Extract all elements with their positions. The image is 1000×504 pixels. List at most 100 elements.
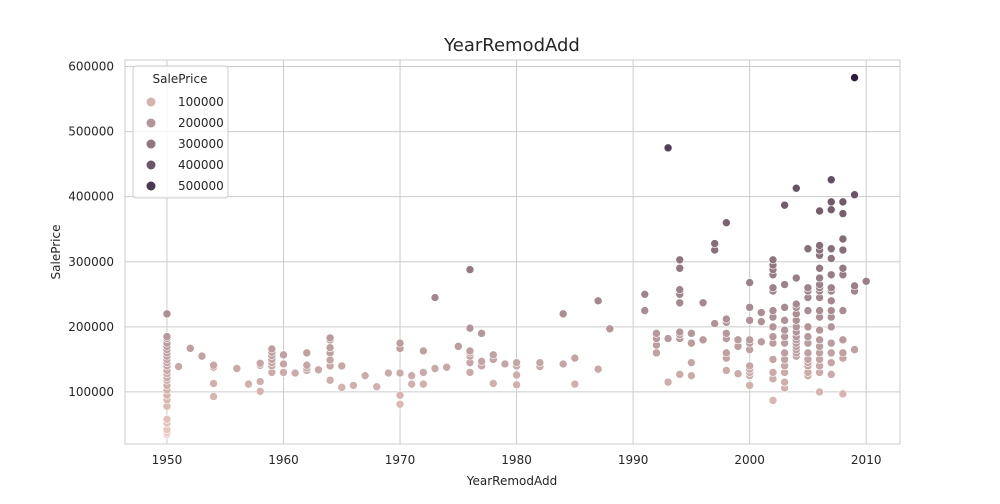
data-point (675, 263, 685, 273)
legend-label: 400000 (178, 158, 224, 172)
data-point (826, 296, 836, 306)
data-point (162, 309, 172, 319)
data-point (302, 360, 312, 370)
data-point (780, 280, 789, 289)
y-tick-label: 200000 (68, 320, 114, 334)
data-point (465, 368, 475, 377)
data-point (861, 276, 871, 286)
data-point (768, 396, 778, 405)
data-point (780, 348, 789, 358)
data-point (791, 273, 801, 283)
data-point (675, 370, 685, 379)
data-point (302, 348, 312, 358)
x-tick-label: 2000 (734, 453, 765, 467)
data-point (757, 317, 766, 326)
data-point (768, 306, 778, 315)
legend-label: 500000 (178, 179, 224, 193)
data-point (850, 190, 859, 200)
data-point (325, 333, 335, 343)
data-point (279, 359, 288, 369)
y-tick-label: 600000 (68, 60, 114, 74)
data-point (745, 361, 754, 371)
data-point (745, 303, 754, 312)
data-point (733, 369, 743, 379)
data-point (384, 368, 393, 378)
data-point (419, 368, 428, 377)
data-point (174, 362, 183, 371)
data-point (687, 338, 696, 348)
x-tick-label: 2010 (851, 453, 882, 467)
data-point (780, 303, 789, 312)
data-point (733, 335, 743, 345)
x-tick-label: 1960 (268, 453, 299, 467)
x-tick-label: 1990 (618, 453, 649, 467)
data-point (279, 368, 288, 377)
data-point (535, 358, 545, 367)
data-point (838, 263, 848, 273)
data-point (430, 364, 440, 373)
x-axis-label: YearRemodAdd (466, 474, 557, 488)
y-tick-label: 500000 (68, 125, 114, 139)
data-point (803, 306, 813, 315)
legend-label: 100000 (178, 95, 224, 109)
data-point (290, 368, 300, 378)
data-point (395, 338, 405, 348)
x-tick-labels: 1950 1960 1970 1980 1990 2000 2010 (152, 453, 882, 467)
data-point (593, 364, 603, 374)
data-point (745, 316, 754, 325)
data-point (745, 335, 754, 345)
data-point (850, 281, 859, 291)
data-point (768, 322, 778, 332)
data-point (442, 362, 451, 372)
data-point (768, 332, 778, 341)
data-point (349, 381, 358, 390)
legend-marker (146, 160, 156, 170)
data-point (465, 323, 475, 333)
data-point (815, 335, 824, 345)
data-point (675, 298, 685, 308)
legend-marker (146, 181, 156, 191)
legend-marker (146, 118, 156, 128)
data-point (185, 344, 195, 353)
data-point (826, 244, 836, 254)
data-point (826, 205, 836, 214)
x-tick-label: 1950 (152, 453, 183, 467)
data-point (791, 299, 801, 309)
data-point (722, 366, 731, 375)
data-point (803, 322, 813, 332)
x-tick-label: 1970 (385, 453, 416, 467)
data-point (850, 73, 859, 82)
y-tick-label: 100000 (68, 385, 114, 399)
data-point (768, 368, 778, 377)
data-point (325, 355, 335, 365)
chart-title: YearRemodAdd (443, 35, 580, 56)
data-point (430, 293, 440, 302)
x-tick-label: 1980 (501, 453, 532, 467)
data-point (675, 327, 685, 337)
data-point (838, 197, 848, 207)
data-point (722, 348, 731, 358)
legend-marker (146, 97, 156, 107)
data-point (815, 325, 824, 335)
data-point (395, 390, 405, 400)
data-point (826, 322, 836, 332)
data-point (698, 298, 708, 308)
data-point (687, 329, 696, 338)
data-point (570, 353, 580, 363)
legend-label: 200000 (178, 116, 224, 130)
data-point (477, 329, 486, 338)
data-point (815, 273, 824, 283)
data-point (605, 324, 615, 334)
data-point (826, 283, 836, 293)
y-axis-label: SalePrice (49, 225, 63, 280)
data-point (652, 348, 661, 358)
data-point (780, 200, 789, 210)
data-point (337, 383, 347, 392)
data-point (722, 218, 731, 228)
data-point (803, 244, 813, 254)
data-point (593, 296, 603, 306)
data-point (558, 309, 568, 319)
data-point (640, 290, 650, 299)
data-point (488, 379, 498, 388)
points-layer (162, 73, 871, 439)
